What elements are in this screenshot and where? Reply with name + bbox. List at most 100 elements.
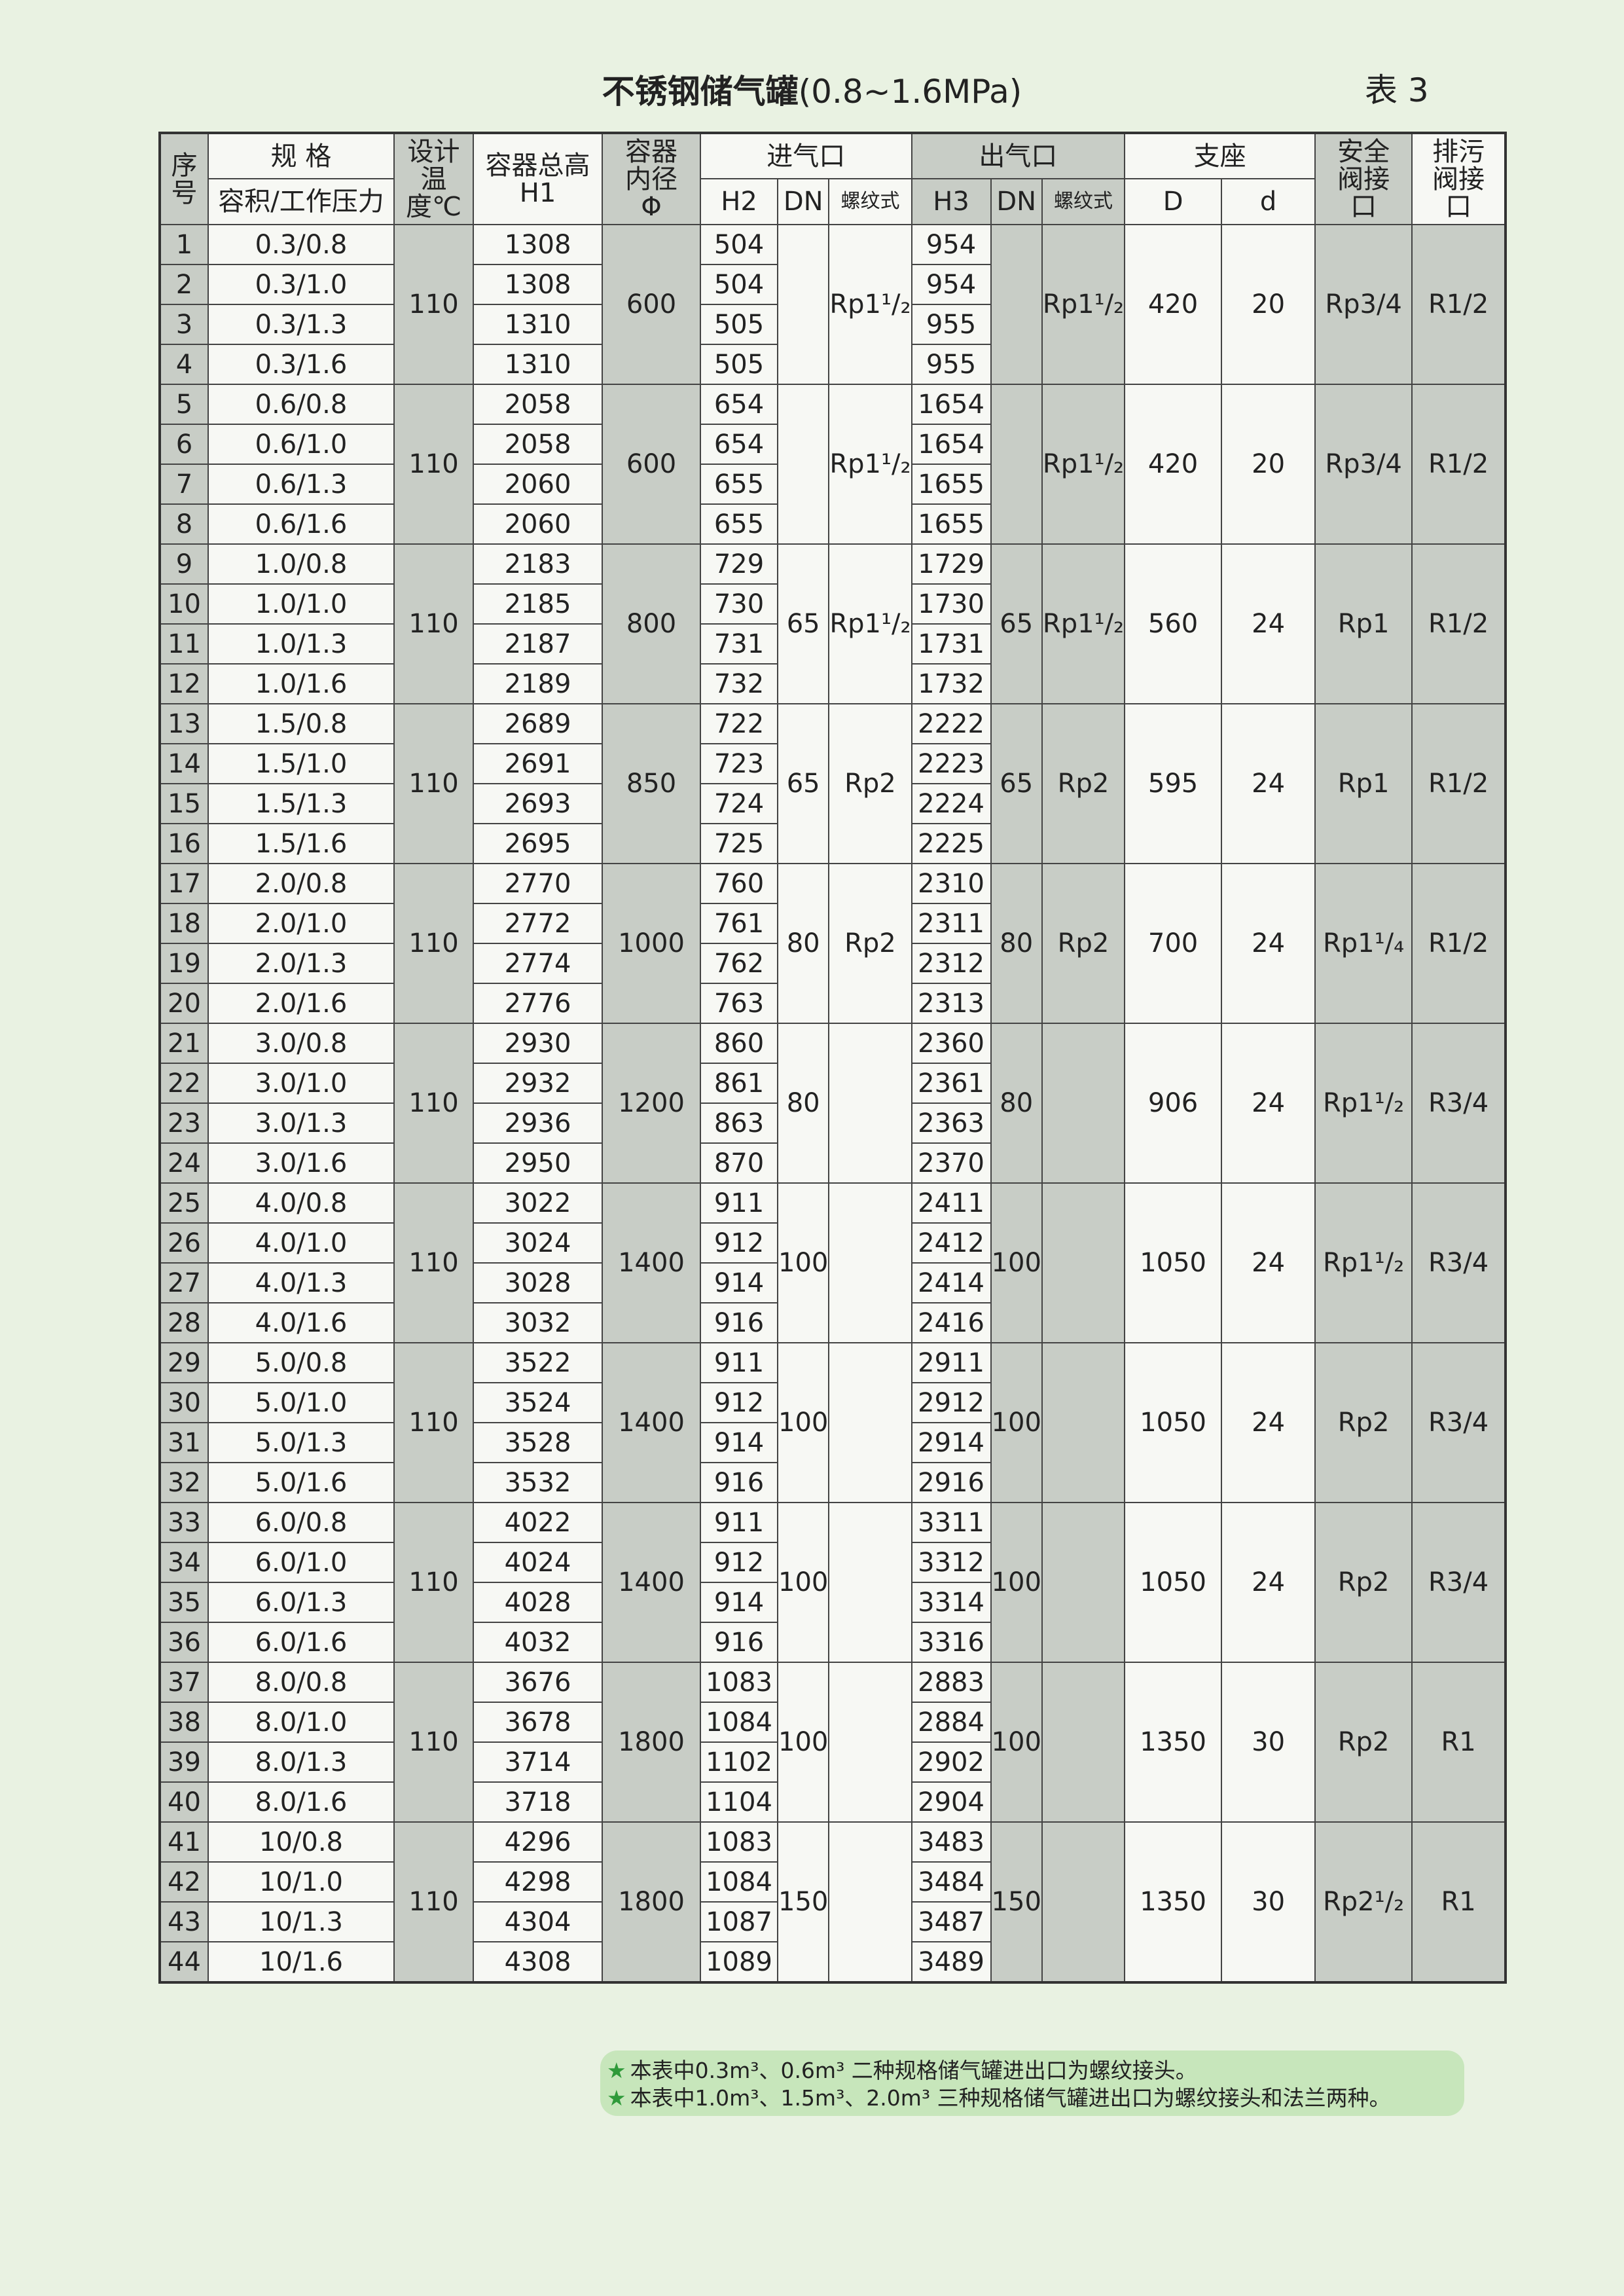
support-D: 595 (1124, 703, 1223, 864)
height-h1: 3676 (473, 1662, 603, 1703)
inlet-h2: 916 (700, 1622, 778, 1663)
drain-valve: R1/2 (1411, 384, 1507, 545)
inlet-h2: 914 (700, 1582, 778, 1623)
spec: 2.0/0.8 (208, 863, 395, 904)
head-inlet: 进气口 (700, 132, 912, 179)
table-row: 43 10/1.3 4304 1087 3487 (159, 1901, 1506, 1942)
inlet-h2: 861 (700, 1063, 778, 1104)
outlet-h3: 2902 (911, 1741, 992, 1783)
height-h1: 3028 (473, 1262, 603, 1303)
safety-valve: Rp1 (1314, 543, 1413, 704)
outlet-h3: 2361 (911, 1063, 992, 1104)
safety-valve: Rp2¹/₂ (1314, 1821, 1413, 1983)
drain-valve: R3/4 (1411, 1023, 1507, 1184)
safety-valve: Rp1¹/₄ (1314, 863, 1413, 1024)
no: 26 (159, 1222, 209, 1264)
diameter: 800 (602, 543, 701, 704)
inlet-dn: 80 (776, 1023, 830, 1184)
inlet-h2: 505 (700, 344, 778, 385)
inlet-thread: Rp1¹/₂ (828, 384, 912, 545)
inlet-dn (776, 224, 830, 385)
table-row: 14 1.5/1.0 2691 723 2223 (159, 743, 1506, 784)
outlet-h3: 2914 (911, 1422, 992, 1463)
height-h1: 3032 (473, 1302, 603, 1343)
spec: 8.0/1.6 (208, 1781, 395, 1823)
table-row: 31 5.0/1.3 3528 914 2914 (159, 1422, 1506, 1463)
outlet-h3: 2904 (911, 1781, 992, 1823)
no: 28 (159, 1302, 209, 1343)
head-thread-out: 螺纹式 (1041, 178, 1126, 225)
head-spec-sub: 容积/工作压力 (208, 178, 395, 225)
spec: 8.0/1.3 (208, 1741, 395, 1783)
inlet-thread (828, 1502, 912, 1663)
no: 20 (159, 983, 209, 1024)
outlet-h3: 3487 (911, 1901, 992, 1942)
head-drain: 排污阀接口 (1411, 132, 1507, 225)
spec: 1.5/1.6 (208, 823, 395, 864)
outlet-h3: 2222 (911, 703, 992, 744)
inlet-h2: 654 (700, 384, 778, 425)
diameter: 1400 (602, 1182, 701, 1343)
inlet-h2: 911 (700, 1502, 778, 1543)
star-icon: ★ (607, 2085, 626, 2111)
height-h1: 2776 (473, 983, 603, 1024)
safety-valve: Rp2 (1314, 1502, 1413, 1663)
outlet-dn: 100 (990, 1182, 1043, 1343)
temperature: 110 (393, 384, 474, 545)
no: 4 (159, 344, 209, 385)
outlet-h3: 2414 (911, 1262, 992, 1303)
head-h2: H2 (700, 178, 778, 225)
no: 37 (159, 1662, 209, 1703)
height-h1: 2183 (473, 543, 603, 585)
no: 36 (159, 1622, 209, 1663)
spec: 1.0/1.6 (208, 663, 395, 704)
height-h1: 3718 (473, 1781, 603, 1823)
inlet-h2: 723 (700, 743, 778, 784)
inlet-dn: 65 (776, 703, 830, 864)
outlet-thread (1041, 1821, 1126, 1983)
outlet-h3: 2310 (911, 863, 992, 904)
inlet-h2: 860 (700, 1023, 778, 1064)
temperature: 110 (393, 543, 474, 704)
table-row: 13 1.5/0.8 110 2689 850 722 65 Rp2 2222 65 Rp2 595 2… (159, 703, 1507, 864)
spec: 4.0/1.6 (208, 1302, 395, 1343)
support-d: 24 (1221, 543, 1316, 704)
no: 2 (159, 264, 209, 305)
inlet-h2: 762 (700, 943, 778, 984)
no: 42 (159, 1861, 209, 1903)
head-height-sym: H1 (519, 177, 556, 208)
inlet-h2: 730 (700, 583, 778, 625)
temperature: 110 (393, 1023, 474, 1184)
table-row: 29 5.0/0.8 110 3522 1400 911 100 2911 100 1050 24 R… (159, 1342, 1507, 1503)
table-row: 41 10/0.8 110 4296 1800 1083 150 3483 150 1350 30 R… (159, 1821, 1507, 1983)
support-d: 24 (1221, 1342, 1316, 1503)
diameter: 1400 (602, 1342, 701, 1503)
support-D: 1050 (1124, 1342, 1223, 1503)
outlet-thread: Rp2 (1041, 863, 1126, 1024)
table-row: 40 8.0/1.6 3718 1104 2904 (159, 1781, 1506, 1823)
outlet-h3: 954 (911, 224, 992, 265)
inlet-h2: 911 (700, 1182, 778, 1224)
drain-valve: R1 (1411, 1662, 1507, 1823)
height-h1: 2689 (473, 703, 603, 744)
table-row: 7 0.6/1.3 2060 655 1655 (159, 464, 1506, 505)
spec: 5.0/1.3 (208, 1422, 395, 1463)
inlet-h2: 912 (700, 1222, 778, 1264)
table-row: 18 2.0/1.0 2772 761 2311 (159, 903, 1506, 944)
no: 9 (159, 543, 209, 585)
outlet-dn (990, 224, 1043, 385)
head-thread-in: 螺纹式 (828, 178, 912, 225)
outlet-dn: 65 (990, 543, 1043, 704)
table-row: 15 1.5/1.3 2693 724 2224 (159, 783, 1506, 824)
outlet-h3: 2225 (911, 823, 992, 864)
outlet-h3: 2883 (911, 1662, 992, 1703)
head-support-d: d (1221, 178, 1316, 225)
table-row: 23 3.0/1.3 2936 863 2363 (159, 1102, 1506, 1144)
outlet-h3: 3489 (911, 1941, 992, 1983)
outlet-h3: 2412 (911, 1222, 992, 1264)
outlet-thread (1041, 1023, 1126, 1184)
spec: 5.0/0.8 (208, 1342, 395, 1383)
spec: 3.0/1.6 (208, 1142, 395, 1184)
outlet-h3: 955 (911, 344, 992, 385)
head-h3: H3 (911, 178, 992, 225)
